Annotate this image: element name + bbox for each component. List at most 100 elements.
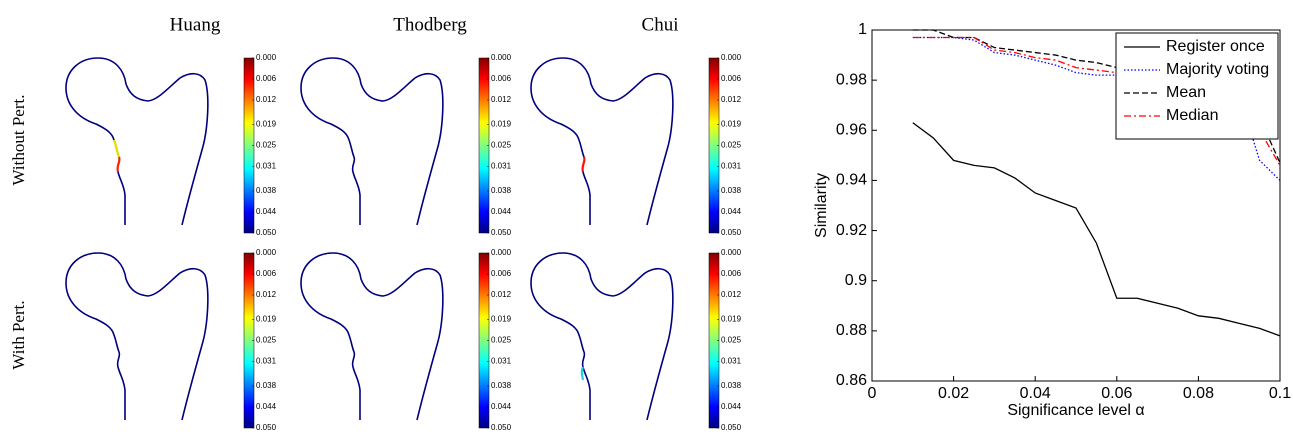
colorbar-tick-label: 0.000 [721,248,742,257]
y-tick-label: 0.88 [836,322,867,339]
colorbar-tick-label: 0.025 [256,141,277,150]
colorbar-tick-label: 0.012 [721,290,742,299]
colorbar-tick-label: 0.031 [721,357,742,366]
colorbar-tick-label: 0.050 [491,423,512,431]
shape-panel: 0.000 0.006 0.012 0.019 0.025 0.031 0.038 0.044… [530,248,742,432]
colorbar-tick-label: 0.012 [256,290,277,299]
colorbar-tick-label: 0.050 [256,423,277,431]
colorbar-tick-label: 0.000 [256,53,277,62]
row-label: With Pert. [9,300,28,369]
colorbar-tick-label: 0.025 [256,336,277,345]
colorbar-tick-label: 0.044 [491,402,512,411]
y-tick-label: 0.98 [836,71,867,88]
series-line [912,122,1281,337]
colorbar-tick-label: 0.050 [256,228,277,237]
colorbar-tick-label: 0.031 [256,357,277,366]
colorbar-tick-label: 0.031 [491,162,512,171]
colorbar-tick-label: 0.044 [256,207,277,216]
colorbar-tick-label: 0.050 [491,228,512,237]
legend-box [1115,32,1279,140]
femur-outline [300,57,444,226]
colorbar-tick-label: 0.025 [491,141,512,150]
legend-label: Register once [1166,38,1265,55]
colorbar-tick-label: 0.006 [256,269,277,278]
femur-outline [65,252,209,421]
colorbar-tick-label: 0.012 [491,95,512,104]
series-line [912,36,1281,181]
column-title: Thodberg [393,14,467,35]
femur-outline [530,252,674,421]
error-highlight [581,156,586,173]
legend-label: Majority voting [1166,61,1269,78]
line-chart: 0 0.02 0.04 0.06 0.08 0.1 0.86 0.88 0.9 0.92 0.94 0… [813,21,1291,419]
colorbar-tick-label: 0.006 [721,269,742,278]
colorbar-tick-label: 0.038 [256,381,277,390]
colorbar-tick-label: 0.000 [491,248,512,257]
y-tick-label: 0.92 [836,222,867,239]
colorbar-tick-label: 0.038 [256,186,277,195]
colorbar-tick-label: 0.000 [491,53,512,62]
colorbar-tick-label: 0.006 [256,74,277,83]
colorbar-tick-label: 0.019 [491,315,512,324]
shape-panel: 0.000 0.006 0.012 0.019 0.025 0.031 0.038 0.044… [65,248,277,432]
colorbar-tick-label: 0.044 [721,207,742,216]
x-tick-label: 0.02 [938,385,969,402]
colorbar-tick-label: 0.031 [721,162,742,171]
y-tick-label: 0.86 [836,372,867,389]
shape-panel: 0.000 0.006 0.012 0.019 0.025 0.031 0.038 0.044… [65,53,277,237]
colorbar-tick-label: 0.012 [721,95,742,104]
y-tick-label: 0.94 [836,172,867,189]
error-highlight [116,156,121,173]
colorbar-tick-label: 0.050 [721,423,742,431]
x-tick-label: 0.1 [1269,385,1291,402]
colorbar-tick-label: 0.044 [491,207,512,216]
colorbar-tick-label: 0.000 [256,248,277,257]
colorbar-tick-label: 0.025 [721,141,742,150]
colorbar-tick-label: 0.038 [491,186,512,195]
colorbar-tick-label: 0.038 [721,186,742,195]
shape-panel: 0.000 0.006 0.012 0.019 0.025 0.031 0.038 0.044… [300,248,512,432]
row-label: Without Pert. [9,95,28,186]
x-tick-label: 0.08 [1183,385,1214,402]
error-highlight [580,366,585,381]
colorbar-tick-label: 0.019 [256,315,277,324]
y-axis-label: Similarity [813,173,830,238]
colorbar-tick-label: 0.025 [491,336,512,345]
colorbar-tick-label: 0.019 [256,120,277,129]
error-highlight [112,139,121,158]
colorbar-tick-label: 0.012 [491,290,512,299]
colorbar-tick-label: 0.031 [256,162,277,171]
y-tick-label: 0.96 [836,122,867,139]
legend-label: Median [1166,107,1218,124]
colorbar-tick-label: 0.019 [491,120,512,129]
shape-panel: 0.000 0.006 0.012 0.019 0.025 0.031 0.038 0.044… [530,53,742,237]
femur-outline [300,252,444,421]
colorbar-tick-label: 0.038 [491,381,512,390]
shape-panel: 0.000 0.006 0.012 0.019 0.025 0.031 0.038 0.044… [300,53,512,237]
x-tick-label: 0.04 [1020,385,1051,402]
legend-label: Mean [1166,84,1206,101]
femur-outline [530,57,674,226]
column-title: Huang [170,14,221,35]
femur-outline [65,57,209,226]
column-title: Chui [642,14,679,35]
colorbar-tick-label: 0.050 [721,228,742,237]
colorbar-tick-label: 0.044 [256,402,277,411]
colorbar-tick-label: 0.006 [491,269,512,278]
shape-panels: Huang Thodberg Chui Without Pert. With Pert.… [9,14,742,432]
colorbar-tick-label: 0.025 [721,336,742,345]
colorbar-tick-label: 0.038 [721,381,742,390]
y-tick-label: 1 [858,21,867,38]
colorbar-tick-label: 0.012 [256,95,277,104]
colorbar-tick-label: 0.000 [721,53,742,62]
x-tick-label: 0.06 [1101,385,1132,402]
colorbar-tick-label: 0.006 [721,74,742,83]
colorbar-tick-label: 0.019 [721,315,742,324]
colorbar-tick-label: 0.019 [721,120,742,129]
series-line [912,36,1281,166]
colorbar-tick-label: 0.031 [491,357,512,366]
colorbar-tick-label: 0.006 [491,74,512,83]
x-axis-label: Significance level α [1007,402,1144,419]
